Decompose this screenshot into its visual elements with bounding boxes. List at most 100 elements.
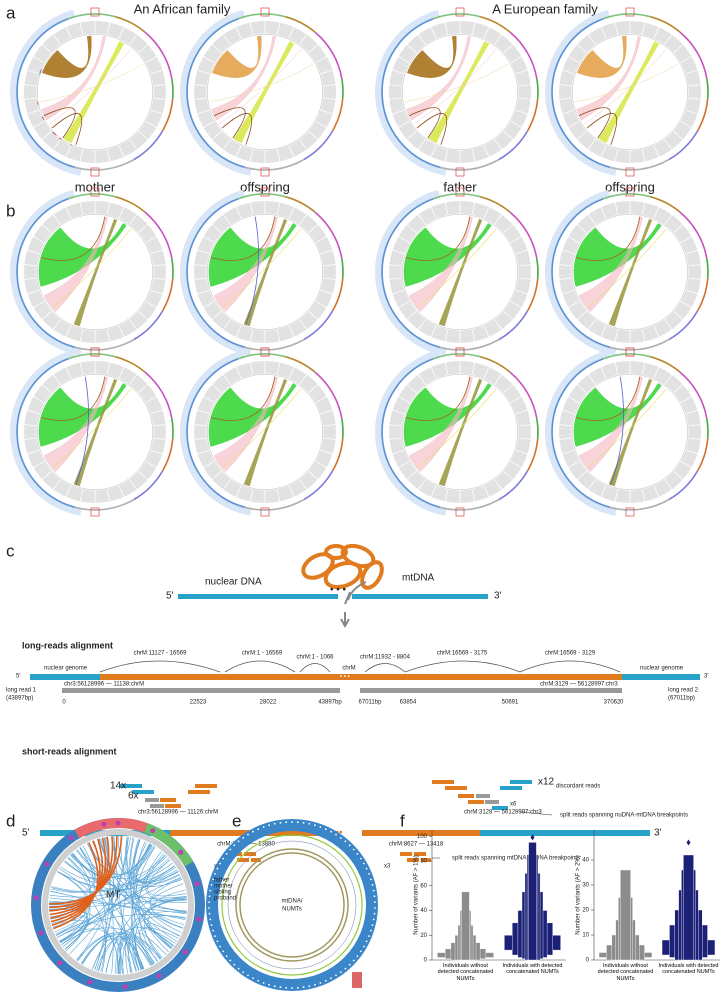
divider [197, 289, 210, 295]
divider [685, 69, 698, 75]
dot [344, 840, 347, 843]
divider [235, 207, 242, 219]
link [209, 63, 314, 103]
divider [518, 264, 531, 267]
divider [614, 22, 619, 35]
divider [150, 109, 163, 115]
divider [562, 289, 575, 295]
divider [308, 130, 318, 140]
link [408, 107, 441, 139]
ideogram [498, 470, 529, 501]
divider [24, 84, 37, 87]
circos-plot [180, 7, 344, 177]
divider [518, 277, 531, 280]
link [586, 113, 618, 145]
link [48, 48, 132, 125]
dot [242, 971, 245, 973]
ribbon [438, 378, 483, 487]
divider [79, 362, 84, 375]
dot [324, 828, 327, 831]
marker [90, 7, 100, 17]
divider [118, 485, 125, 497]
track [239, 852, 345, 958]
divider [430, 367, 437, 379]
ideogram [68, 353, 116, 360]
divider [680, 396, 692, 404]
marker [260, 187, 270, 197]
divider [559, 84, 572, 87]
dot [273, 822, 276, 825]
link [574, 63, 679, 103]
divider [222, 374, 231, 385]
ideogram [144, 211, 173, 259]
dot [371, 884, 374, 886]
divider [407, 130, 417, 140]
divider [483, 367, 490, 379]
ribbon [406, 36, 471, 121]
group-title: An African family [134, 1, 231, 16]
divider [27, 289, 40, 295]
panel-label: b [6, 201, 15, 220]
divider [641, 329, 646, 342]
divider [315, 300, 327, 308]
dot [291, 821, 293, 823]
ideogram [144, 371, 173, 419]
dot [257, 828, 260, 831]
mark [87, 979, 93, 985]
divider [417, 214, 426, 225]
track [42, 829, 194, 981]
divider [27, 449, 40, 455]
divider [562, 69, 575, 75]
marker [90, 507, 100, 517]
divider [129, 319, 138, 330]
y-tick-label: 40 [582, 858, 589, 864]
divider [33, 56, 45, 64]
link [416, 113, 448, 145]
divider [222, 34, 231, 45]
dot [365, 867, 368, 870]
divider [483, 325, 490, 337]
ideogram [244, 158, 305, 171]
divider [194, 264, 207, 267]
dot [279, 986, 282, 989]
link [69, 845, 154, 955]
label: x3 [384, 864, 391, 870]
dot [247, 833, 249, 836]
divider [249, 149, 254, 162]
member-label: mother [75, 179, 116, 194]
divider [587, 34, 596, 45]
x-tick-text: Individuals without detected concatenate… [597, 963, 654, 982]
divider [288, 367, 295, 379]
divider [577, 384, 587, 394]
divider [235, 145, 242, 157]
long-read [62, 688, 340, 693]
divider [389, 84, 402, 87]
divider [308, 310, 318, 320]
divider [129, 479, 138, 490]
circos-plot [10, 7, 174, 177]
link [416, 388, 497, 469]
ideogram [381, 197, 441, 349]
divider [118, 207, 125, 219]
divider [392, 109, 405, 115]
link [79, 847, 184, 929]
divider [150, 289, 163, 295]
y-tick-label: 0 [424, 958, 428, 964]
divider [407, 224, 417, 234]
marker [455, 507, 465, 517]
dot [372, 918, 375, 921]
panel-label: c [6, 541, 15, 560]
halo [10, 9, 82, 176]
divider [33, 300, 45, 308]
divider [641, 489, 646, 502]
nuclear-bar [352, 594, 488, 599]
divider [106, 202, 111, 215]
mtdna-circles [301, 543, 384, 590]
ideogram [284, 195, 316, 213]
divider [510, 396, 522, 404]
divider [680, 236, 692, 244]
divider [559, 264, 572, 267]
divider [249, 489, 254, 502]
divider [33, 120, 45, 128]
dot [285, 821, 288, 824]
